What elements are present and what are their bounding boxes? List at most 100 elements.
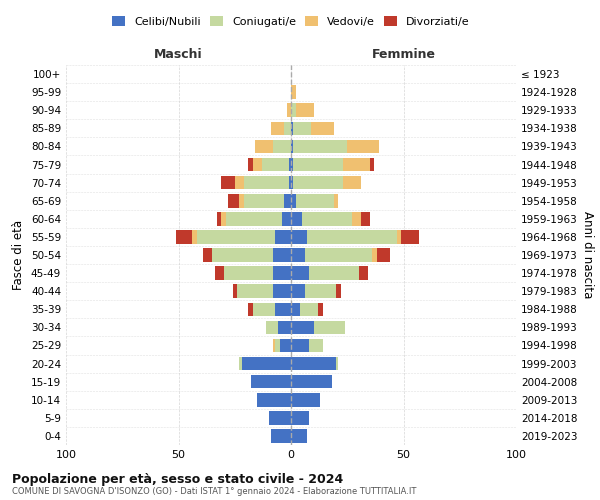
Y-axis label: Fasce di età: Fasce di età <box>13 220 25 290</box>
Bar <box>253 302 275 316</box>
Bar <box>291 429 307 442</box>
Bar <box>291 338 309 352</box>
Bar <box>269 411 291 424</box>
Bar <box>273 266 291 280</box>
Bar <box>291 248 305 262</box>
Bar <box>347 140 379 153</box>
Bar <box>293 158 343 172</box>
Bar <box>311 122 334 135</box>
Bar <box>291 320 314 334</box>
Bar <box>192 230 197 243</box>
Bar <box>334 194 338 207</box>
Bar <box>248 158 253 172</box>
Bar <box>305 248 372 262</box>
Bar <box>318 302 323 316</box>
Bar <box>271 122 284 135</box>
Text: Popolazione per età, sesso e stato civile - 2024: Popolazione per età, sesso e stato civil… <box>12 472 343 486</box>
Bar <box>314 320 345 334</box>
Bar <box>275 302 291 316</box>
Y-axis label: Anni di nascita: Anni di nascita <box>581 212 594 298</box>
Bar <box>377 248 390 262</box>
Bar <box>223 266 273 280</box>
Bar <box>401 230 419 243</box>
Bar <box>203 248 212 262</box>
Bar <box>287 104 291 117</box>
Bar <box>289 158 291 172</box>
Bar <box>266 320 277 334</box>
Bar <box>217 212 221 226</box>
Bar <box>262 158 289 172</box>
Bar <box>291 302 300 316</box>
Bar <box>291 194 296 207</box>
Bar <box>273 338 275 352</box>
Bar <box>296 104 314 117</box>
Bar <box>291 411 309 424</box>
Bar <box>275 338 280 352</box>
Bar <box>284 122 291 135</box>
Bar <box>291 375 331 388</box>
Bar <box>291 393 320 406</box>
Text: Maschi: Maschi <box>154 48 203 62</box>
Bar <box>221 212 226 226</box>
Bar <box>255 140 273 153</box>
Bar <box>309 338 323 352</box>
Bar <box>343 158 370 172</box>
Bar <box>257 393 291 406</box>
Bar <box>291 284 305 298</box>
Bar <box>296 194 334 207</box>
Bar <box>336 357 338 370</box>
Bar <box>343 176 361 190</box>
Text: COMUNE DI SAVOGNA D'ISONZO (GO) - Dati ISTAT 1° gennaio 2024 - Elaborazione TUTT: COMUNE DI SAVOGNA D'ISONZO (GO) - Dati I… <box>12 488 416 496</box>
Bar <box>307 230 397 243</box>
Bar <box>239 357 241 370</box>
Bar <box>291 104 296 117</box>
Bar <box>248 302 253 316</box>
Bar <box>277 320 291 334</box>
Bar <box>241 357 291 370</box>
Text: Femmine: Femmine <box>371 48 436 62</box>
Bar <box>293 176 343 190</box>
Bar <box>282 212 291 226</box>
Bar <box>309 266 359 280</box>
Bar <box>176 230 192 243</box>
Bar <box>291 357 336 370</box>
Bar <box>293 122 311 135</box>
Bar <box>284 194 291 207</box>
Bar <box>221 176 235 190</box>
Bar <box>300 302 318 316</box>
Bar <box>239 194 244 207</box>
Bar <box>212 248 273 262</box>
Bar <box>235 176 244 190</box>
Bar <box>280 338 291 352</box>
Bar <box>372 248 377 262</box>
Bar <box>273 248 291 262</box>
Bar <box>370 158 374 172</box>
Bar <box>291 158 293 172</box>
Bar <box>228 194 239 207</box>
Bar <box>251 375 291 388</box>
Bar <box>197 230 275 243</box>
Bar <box>275 230 291 243</box>
Bar <box>289 176 291 190</box>
Bar <box>244 176 289 190</box>
Bar <box>271 429 291 442</box>
Bar <box>291 140 293 153</box>
Bar <box>361 212 370 226</box>
Bar <box>273 284 291 298</box>
Legend: Celibi/Nubili, Coniugati/e, Vedovi/e, Divorziati/e: Celibi/Nubili, Coniugati/e, Vedovi/e, Di… <box>108 12 474 32</box>
Bar <box>293 140 347 153</box>
Bar <box>244 194 284 207</box>
Bar <box>305 284 336 298</box>
Bar <box>215 266 223 280</box>
Bar <box>352 212 361 226</box>
Bar <box>237 284 273 298</box>
Bar <box>359 266 367 280</box>
Bar <box>291 266 309 280</box>
Bar <box>291 176 293 190</box>
Bar <box>291 212 302 226</box>
Bar <box>397 230 401 243</box>
Bar <box>302 212 352 226</box>
Bar <box>291 86 296 99</box>
Bar <box>291 230 307 243</box>
Bar <box>336 284 341 298</box>
